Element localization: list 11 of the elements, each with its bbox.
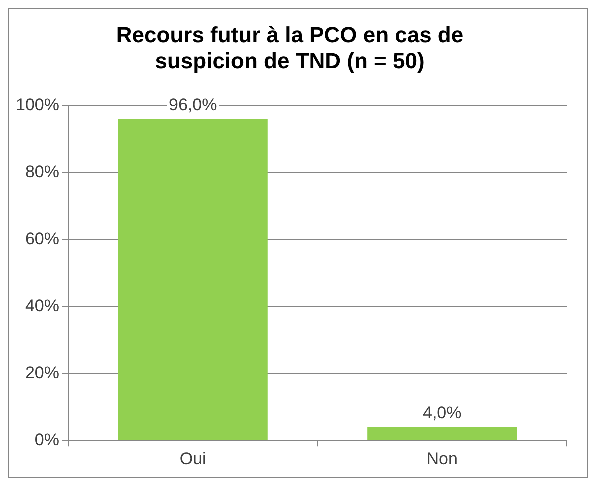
data-label: 96,0% <box>169 95 218 114</box>
chart-title: Recours futur à la PCO en cas de suspicion de TND (n = 50) <box>116 22 464 74</box>
x-tick-label: Non <box>426 449 458 468</box>
y-tick-label: 60% <box>25 229 60 248</box>
y-tick-label: 80% <box>25 162 60 182</box>
x-tick-label: Oui <box>180 449 206 468</box>
y-tick-label: 20% <box>25 363 60 382</box>
y-tick-label: 0% <box>34 430 60 450</box>
y-tick-label: 100% <box>16 95 60 114</box>
data-label: 4,0% <box>422 403 462 422</box>
y-tick-label: 40% <box>25 296 60 316</box>
